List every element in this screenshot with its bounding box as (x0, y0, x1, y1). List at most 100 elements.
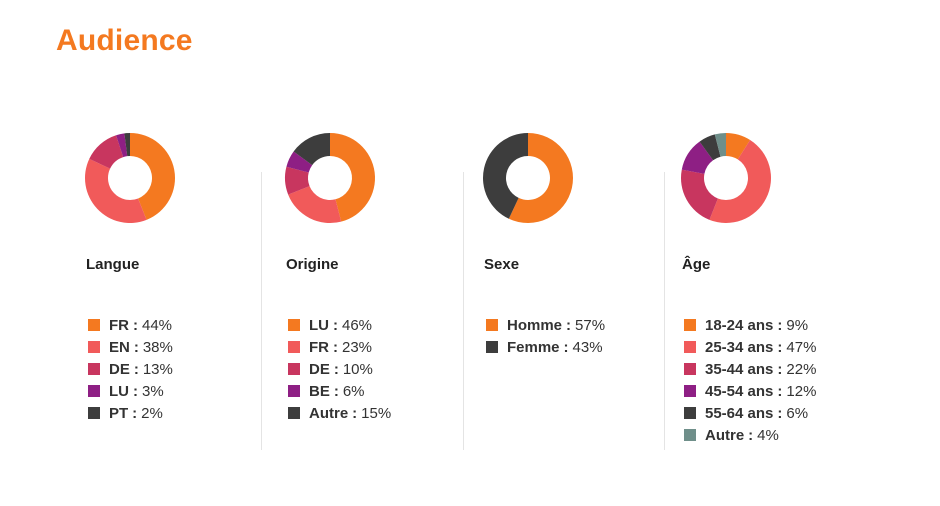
legend-item-18-24-ans: 18-24 ans:9% (684, 314, 816, 336)
legend-swatch (684, 385, 696, 397)
legend-separator: : (333, 338, 338, 356)
legend-item-lu: LU:46% (288, 314, 391, 336)
legend-label: LU (309, 316, 329, 334)
legend-label: BE (309, 382, 330, 400)
legend-swatch (288, 385, 300, 397)
legend-separator: : (777, 382, 783, 400)
legend-label: 18-24 ans (705, 316, 774, 334)
legend-separator: : (133, 360, 139, 378)
legend-swatch (684, 319, 696, 331)
legend-swatch (684, 363, 696, 375)
legend-value: 38% (142, 338, 173, 356)
legend-separator: : (566, 316, 572, 334)
legend-item-45-54-ans: 45-54 ans:12% (684, 380, 816, 402)
donut-slice-femme (483, 133, 528, 219)
legend-value: 44% (142, 316, 173, 334)
donut-slice-autre (293, 133, 330, 166)
legend-separator: : (333, 382, 339, 400)
legend-swatch (88, 363, 100, 375)
sexe-panel: Sexe Homme:57% Femme:43% (478, 0, 678, 506)
legend-value: 23% (342, 338, 373, 356)
legend-swatch (684, 429, 696, 441)
donut-slice-de (89, 135, 124, 169)
legend-swatch (88, 385, 100, 397)
legend-swatch (288, 363, 300, 375)
legend-item-fr: FR:23% (288, 336, 391, 358)
legend-item-lu: LU:3% (88, 380, 173, 402)
legend-label: Femme (507, 338, 560, 356)
origine-donut-chart (280, 128, 380, 228)
legend-separator: : (777, 316, 783, 334)
legend-item-be: BE:6% (288, 380, 391, 402)
sexe-chart-title: Sexe (484, 256, 520, 273)
legend-label: LU (109, 382, 129, 400)
legend-value: 4% (757, 426, 779, 444)
legend-item-femme: Femme:43% (486, 336, 605, 358)
legend-separator: : (352, 404, 358, 422)
age-donut-chart (676, 128, 776, 228)
legend-label: FR (309, 338, 329, 356)
legend-value: 13% (142, 360, 173, 378)
legend-value: 6% (786, 404, 809, 422)
age-panel: Âge 18-24 ans:9% 25-34 ans:47% 35-44 ans:2… (676, 0, 876, 506)
legend-swatch (288, 341, 300, 353)
legend-label: FR (109, 316, 129, 334)
legend-label: 25-34 ans (705, 338, 774, 356)
donut-slice-lu (116, 133, 128, 158)
divider (463, 172, 464, 450)
legend-separator: : (777, 360, 783, 378)
donut-slice-fr (288, 186, 342, 223)
legend-label: EN (109, 338, 130, 356)
legend-label: DE (109, 360, 130, 378)
legend-value: 10% (342, 360, 373, 378)
legend-separator: : (333, 360, 339, 378)
legend-label: Autre (309, 404, 349, 422)
legend-separator: : (133, 382, 138, 400)
legend-item-en: EN:38% (88, 336, 173, 358)
langue-donut-svg (85, 133, 175, 223)
legend-value: 3% (142, 382, 164, 400)
legend-separator: : (333, 316, 338, 334)
age-donut-svg (681, 133, 771, 223)
legend-separator: : (133, 338, 139, 356)
page-title: Audience (56, 24, 193, 57)
sexe-donut-chart (478, 128, 578, 228)
legend-label: 45-54 ans (705, 382, 774, 400)
legend-item-de: DE:13% (88, 358, 173, 380)
origine-chart-title: Origine (286, 256, 339, 273)
divider (261, 172, 262, 450)
legend-separator: : (563, 338, 569, 356)
donut-slice-35-44-ans (681, 169, 718, 220)
legend-label: 35-44 ans (705, 360, 774, 378)
legend-value: 12% (786, 382, 817, 400)
legend-item-25-34-ans: 25-34 ans:47% (684, 336, 816, 358)
legend-swatch (288, 319, 300, 331)
legend-swatch (88, 341, 100, 353)
legend-value: 9% (786, 316, 809, 334)
legend-separator: : (777, 338, 783, 356)
langue-panel: Langue FR:44% EN:38% DE:13% LU:3% PT:2% (80, 0, 280, 506)
legend-item-pt: PT:2% (88, 402, 173, 424)
legend-separator: : (777, 404, 783, 422)
origine-panel: Origine LU:46% FR:23% DE:10% BE:6% Autre:15% (280, 0, 480, 506)
donut-slice-de (285, 166, 310, 195)
legend-label: Autre (705, 426, 745, 444)
legend-label: PT (109, 404, 129, 422)
legend-label: Homme (507, 316, 563, 334)
donut-slice-lu (330, 133, 375, 222)
legend-swatch (486, 341, 498, 353)
donut-slice-fr (130, 133, 175, 220)
donut-slice-be (286, 151, 313, 173)
legend-value: 47% (786, 338, 817, 356)
age-legend: 18-24 ans:9% 25-34 ans:47% 35-44 ans:22% 45… (684, 314, 816, 446)
legend-value: 46% (342, 316, 373, 334)
legend-value: 57% (575, 316, 606, 334)
legend-swatch (684, 341, 696, 353)
legend-item-de: DE:10% (288, 358, 391, 380)
legend-swatch (88, 407, 100, 419)
legend-value: 15% (361, 404, 392, 422)
donut-slice-18-24-ans (726, 133, 751, 160)
langue-legend: FR:44% EN:38% DE:13% LU:3% PT:2% (88, 314, 173, 424)
donut-slice-homme (508, 133, 573, 223)
donut-slice-45-54-ans (681, 141, 714, 174)
